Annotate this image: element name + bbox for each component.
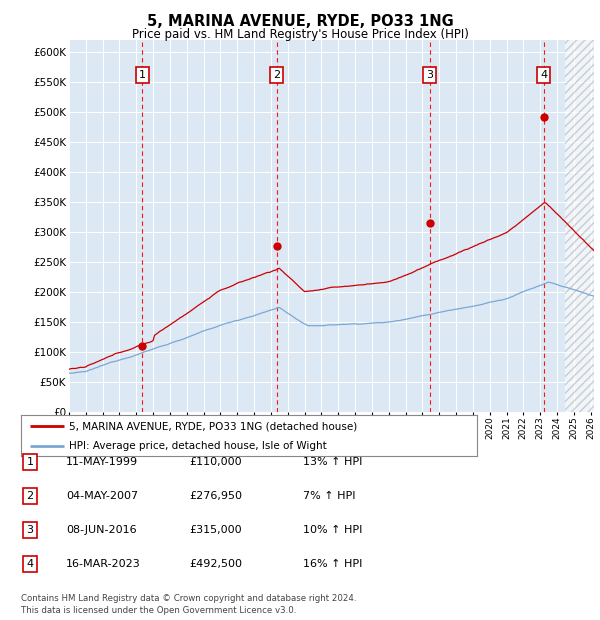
Text: 5, MARINA AVENUE, RYDE, PO33 1NG (detached house): 5, MARINA AVENUE, RYDE, PO33 1NG (detach… — [69, 421, 357, 432]
Text: HPI: Average price, detached house, Isle of Wight: HPI: Average price, detached house, Isle… — [69, 441, 326, 451]
Text: 5, MARINA AVENUE, RYDE, PO33 1NG: 5, MARINA AVENUE, RYDE, PO33 1NG — [146, 14, 454, 29]
Text: 10% ↑ HPI: 10% ↑ HPI — [303, 525, 362, 535]
Text: 16-MAR-2023: 16-MAR-2023 — [66, 559, 141, 569]
Text: 13% ↑ HPI: 13% ↑ HPI — [303, 457, 362, 467]
Text: 4: 4 — [540, 70, 547, 80]
Bar — [565, 40, 594, 412]
Text: £492,500: £492,500 — [189, 559, 242, 569]
Text: 1: 1 — [139, 70, 146, 80]
Text: Contains HM Land Registry data © Crown copyright and database right 2024.
This d: Contains HM Land Registry data © Crown c… — [21, 594, 356, 615]
Text: 11-MAY-1999: 11-MAY-1999 — [66, 457, 138, 467]
Text: 2: 2 — [26, 491, 34, 501]
Text: 1: 1 — [26, 457, 34, 467]
Text: Price paid vs. HM Land Registry's House Price Index (HPI): Price paid vs. HM Land Registry's House … — [131, 28, 469, 41]
Text: 3: 3 — [26, 525, 34, 535]
Text: 2: 2 — [273, 70, 280, 80]
Text: 04-MAY-2007: 04-MAY-2007 — [66, 491, 138, 501]
Text: 08-JUN-2016: 08-JUN-2016 — [66, 525, 137, 535]
Text: 16% ↑ HPI: 16% ↑ HPI — [303, 559, 362, 569]
Text: 4: 4 — [26, 559, 34, 569]
Text: £276,950: £276,950 — [189, 491, 242, 501]
Text: £315,000: £315,000 — [189, 525, 242, 535]
Text: £110,000: £110,000 — [189, 457, 242, 467]
Text: 7% ↑ HPI: 7% ↑ HPI — [303, 491, 355, 501]
Text: 3: 3 — [426, 70, 433, 80]
